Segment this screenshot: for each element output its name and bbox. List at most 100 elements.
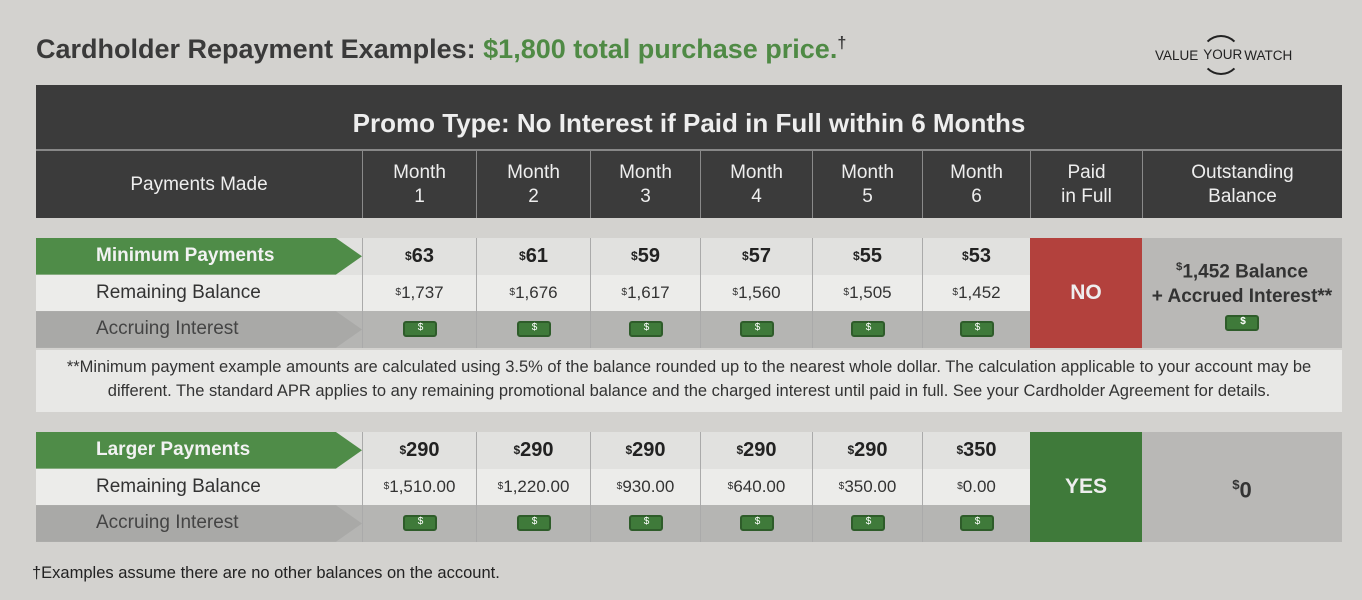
interest-cell: [362, 505, 476, 542]
header-cell: Month 4: [700, 151, 812, 218]
payment-cell: $290: [362, 432, 476, 469]
payment-cell: $53: [922, 238, 1030, 275]
logo-right: WATCH: [1244, 47, 1293, 63]
amount: 1,452: [958, 282, 1001, 302]
amount: 0.00: [962, 476, 996, 496]
currency-symbol: $: [736, 443, 744, 458]
larger-payments-section: Larger Payments $290 $290 $290 $290 $290 $350 R…: [36, 432, 1342, 542]
balance-cell: $1,560: [700, 274, 812, 312]
money-icon: [402, 515, 437, 532]
balance-cell: $1,510.00: [362, 468, 476, 506]
currency-symbol: $: [383, 481, 390, 493]
currency-symbol: $: [625, 443, 633, 458]
money-icon: [739, 515, 774, 532]
balance-cell: $640.00: [700, 468, 812, 506]
outstanding-balance-cell: $1,452 Balance + Accrued Interest**: [1142, 238, 1342, 348]
amount: 1,510.00: [389, 476, 456, 496]
currency-symbol: $: [395, 287, 402, 299]
table-header: Promo Type: No Interest if Paid in Full …: [36, 85, 1342, 218]
amount: 63: [411, 244, 434, 267]
amount: 290: [632, 438, 666, 461]
header-cell: Month 6: [922, 151, 1030, 218]
payment-cell: $59: [590, 238, 700, 275]
currency-symbol: $: [847, 443, 855, 458]
currency-symbol: $: [399, 443, 407, 458]
row-label: Larger Payments: [36, 432, 362, 469]
currency-symbol: $: [838, 481, 845, 493]
interest-cell: [476, 311, 590, 348]
amount: 57: [748, 244, 771, 267]
money-icon: [959, 321, 994, 338]
examples-footnote: †Examples assume there are no other bala…: [32, 564, 500, 582]
amount: 61: [525, 244, 548, 267]
balance-cell: $1,737: [362, 274, 476, 312]
interest-cell: [922, 311, 1030, 348]
money-icon: [628, 515, 663, 532]
amount: 290: [406, 438, 440, 461]
balance-cell: $1,452: [922, 274, 1030, 312]
header-cell: Month 2: [476, 151, 590, 218]
outstanding-line-1: $1,452 Balance: [1175, 260, 1309, 283]
table-row: Remaining Balance $1,737 $1,676 $1,617 $1,56…: [36, 274, 1030, 312]
balance-cell: $1,676: [476, 274, 590, 312]
amount: 290: [743, 438, 777, 461]
header-cell: Payments Made: [130, 173, 268, 195]
currency-symbol: $: [405, 249, 412, 264]
balance-cell: $0.00: [922, 468, 1030, 506]
title-prefix: Cardholder Repayment Examples:: [36, 34, 476, 64]
interest-cell: [590, 311, 700, 348]
currency-symbol: $: [732, 287, 739, 299]
value-your-watch-logo: VALUE YOUR WATCH: [1155, 35, 1335, 75]
row-label: Remaining Balance: [96, 475, 261, 497]
amount: 1,737: [401, 282, 444, 302]
balance-cell: $350.00: [812, 468, 922, 506]
balance-cell: $1,505: [812, 274, 922, 312]
payment-cell: $61: [476, 238, 590, 275]
amount: 53: [968, 244, 991, 267]
table-row: Minimum Payments $63 $61 $59 $57 $55 $53: [36, 238, 1030, 275]
header-cell: Month 3: [590, 151, 700, 218]
outstanding-line-2: + Accrued Interest**: [1151, 286, 1333, 308]
payment-cell: $57: [700, 238, 812, 275]
outstanding-balance-cell: $0: [1142, 432, 1342, 542]
money-icon: [1225, 315, 1259, 332]
page-title: Cardholder Repayment Examples: $1,800 to…: [36, 34, 846, 65]
outstanding-amount: $0: [1232, 476, 1252, 503]
money-icon: [959, 515, 994, 532]
currency-symbol: $: [513, 443, 521, 458]
currency-symbol: $: [727, 481, 734, 493]
payment-cell: $63: [362, 238, 476, 275]
row-label: Accruing Interest: [36, 505, 362, 542]
promo-type-title: Promo Type: No Interest if Paid in Full …: [36, 85, 1342, 151]
amount: 1,560: [738, 282, 781, 302]
header-cell: Outstanding Balance: [1142, 151, 1342, 218]
row-label: Accruing Interest: [36, 311, 362, 348]
row-label: Minimum Payments: [36, 238, 362, 275]
currency-symbol: $: [621, 287, 628, 299]
interest-cell: [812, 505, 922, 542]
currency-symbol: $: [616, 481, 623, 493]
currency-symbol: $: [509, 287, 516, 299]
header-cell: Month 1: [362, 151, 476, 218]
header-cell: Paid in Full: [1030, 151, 1142, 218]
money-icon: [739, 321, 774, 338]
minimum-payment-footnote: **Minimum payment example amounts are ca…: [36, 350, 1342, 412]
payment-cell: $55: [812, 238, 922, 275]
interest-cell: [700, 311, 812, 348]
currency-symbol: $: [843, 287, 850, 299]
currency-symbol: $: [742, 249, 749, 264]
payment-cell: $290: [590, 432, 700, 469]
minimum-payments-section: Minimum Payments $63 $61 $59 $57 $55 $53 Remain…: [36, 238, 1342, 348]
money-icon: [516, 321, 551, 338]
title-price: $1,800 total purchase price.: [483, 34, 838, 64]
row-label: Remaining Balance: [96, 281, 261, 303]
interest-cell: [476, 505, 590, 542]
payment-cell: $290: [700, 432, 812, 469]
table-row: Accruing Interest: [36, 505, 1030, 542]
interest-cell: [362, 311, 476, 348]
paid-in-full-cell: YES: [1030, 432, 1142, 542]
payment-cell: $290: [476, 432, 590, 469]
currency-symbol: $: [519, 249, 526, 264]
interest-cell: [812, 311, 922, 348]
logo-left: VALUE: [1155, 47, 1199, 63]
